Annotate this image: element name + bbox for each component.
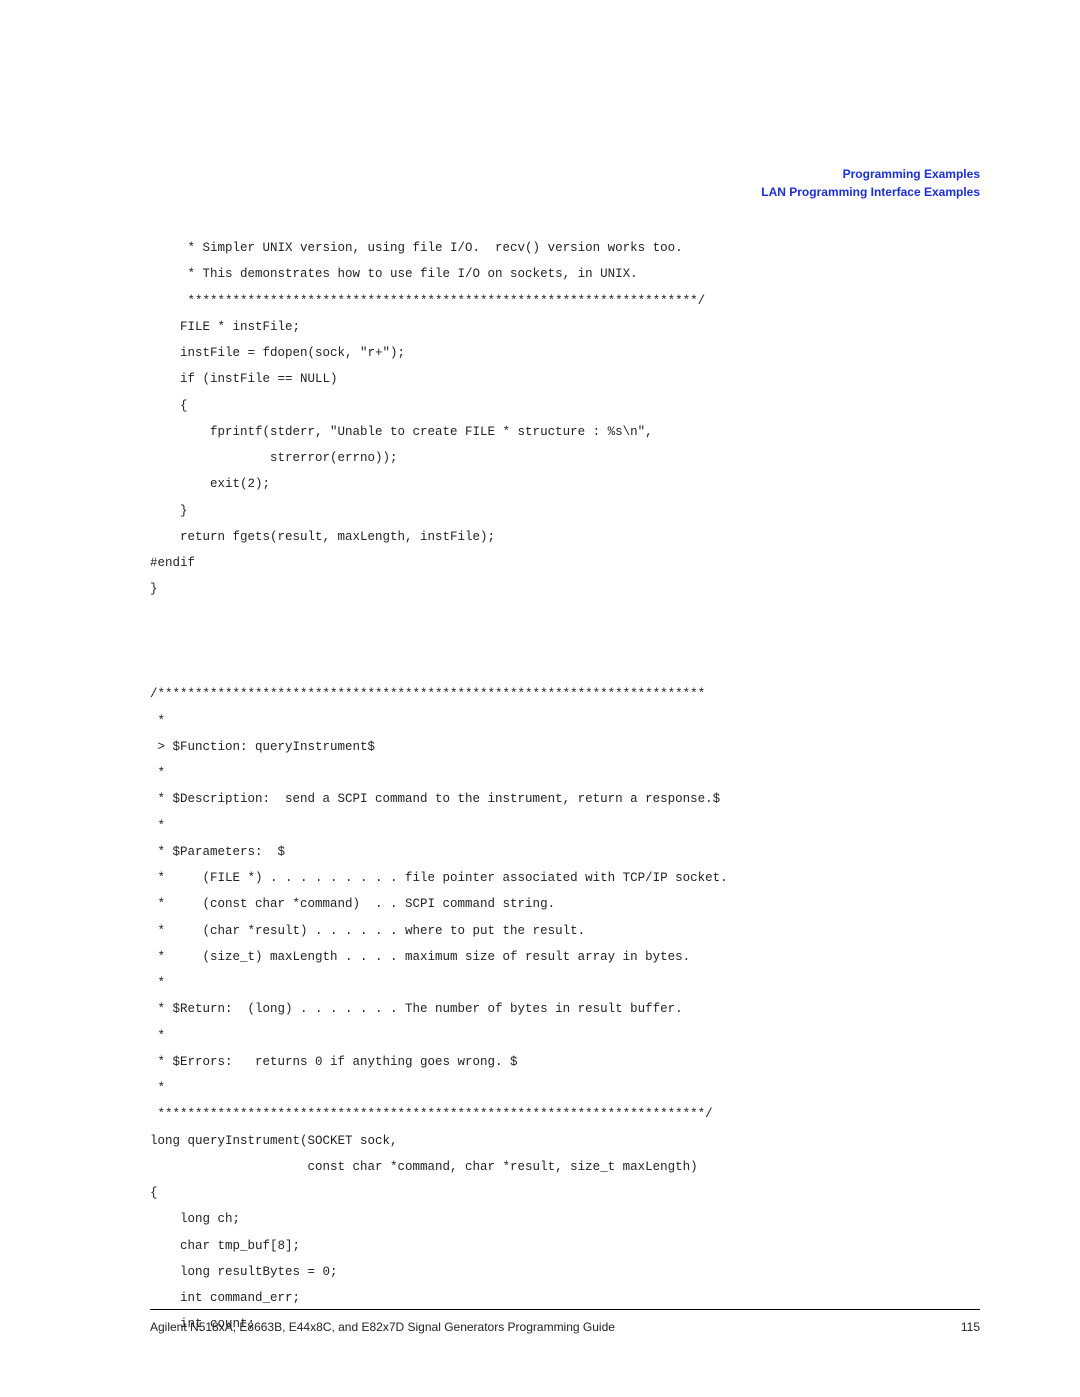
page-header: Programming Examples LAN Programming Int… [761,165,980,201]
page-footer: Agilent N518xA, E8663B, E44x8C, and E82x… [150,1309,980,1334]
code-listing: * Simpler UNIX version, using file I/O. … [150,235,990,1338]
document-page: Programming Examples LAN Programming Int… [0,0,1080,1397]
header-title: Programming Examples [761,165,980,183]
footer-page-number: 115 [961,1320,980,1334]
header-subtitle: LAN Programming Interface Examples [761,183,980,201]
footer-left-text: Agilent N518xA, E8663B, E44x8C, and E82x… [150,1320,615,1334]
